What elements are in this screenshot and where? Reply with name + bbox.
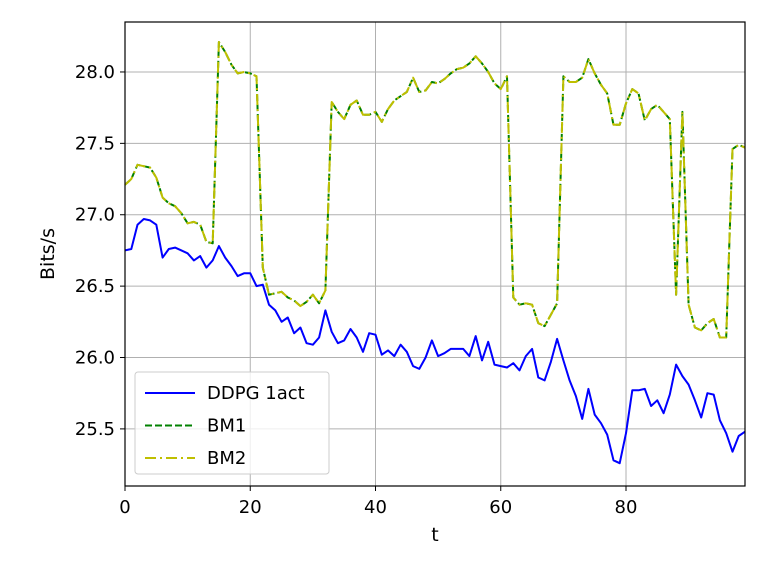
x-tick-label: 40 xyxy=(364,497,387,518)
y-axis-label: Bits/s xyxy=(37,228,59,280)
y-tick-label: 28.0 xyxy=(75,62,115,83)
legend-label: BM1 xyxy=(207,416,246,437)
series-layer xyxy=(124,41,746,465)
y-tick-label: 27.5 xyxy=(75,133,115,154)
axis-ticks: 0 20 40 60 80 25.5 26.0 26.5 27.0 27.5 28.0 xyxy=(75,62,638,518)
y-tick-label: 25.5 xyxy=(75,419,115,440)
y-tick-label: 27.0 xyxy=(75,205,115,226)
x-tick-label: 0 xyxy=(119,497,130,518)
plot-frame xyxy=(124,21,746,487)
y-tick-label: 26.0 xyxy=(75,348,115,369)
legend-label: DDPG 1act xyxy=(207,383,305,404)
x-axis-label: t xyxy=(431,524,438,546)
series-line-1 xyxy=(124,218,746,465)
legend: DDPG 1act BM1 BM2 xyxy=(134,371,330,475)
y-tick-label: 26.5 xyxy=(75,276,115,297)
series-line-3 xyxy=(124,41,746,339)
x-tick-label: 60 xyxy=(489,497,512,518)
x-tick-label: 80 xyxy=(615,497,638,518)
x-tick-label: 20 xyxy=(239,497,262,518)
legend-label: BM2 xyxy=(207,448,246,469)
legend-box xyxy=(134,371,330,475)
